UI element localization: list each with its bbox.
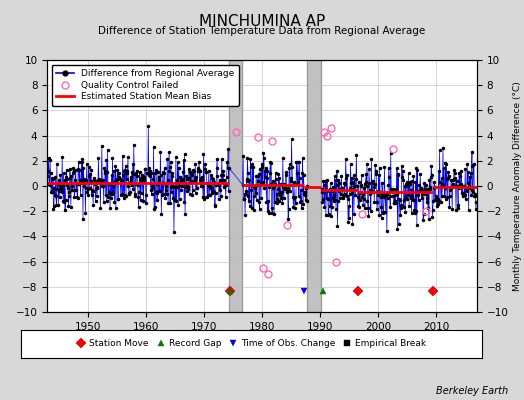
- Text: Berkeley Earth: Berkeley Earth: [436, 386, 508, 396]
- Text: MINCHUMINA AP: MINCHUMINA AP: [199, 14, 325, 29]
- Y-axis label: Monthly Temperature Anomaly Difference (°C): Monthly Temperature Anomaly Difference (…: [512, 81, 521, 291]
- Bar: [307, 60, 321, 312]
- Legend: Difference from Regional Average, Quality Control Failed, Estimated Station Mean: Difference from Regional Average, Qualit…: [52, 64, 239, 106]
- Legend: Station Move, Record Gap, Time of Obs. Change, Empirical Break: Station Move, Record Gap, Time of Obs. C…: [74, 337, 429, 351]
- Bar: [230, 60, 242, 312]
- Text: Difference of Station Temperature Data from Regional Average: Difference of Station Temperature Data f…: [99, 26, 425, 36]
